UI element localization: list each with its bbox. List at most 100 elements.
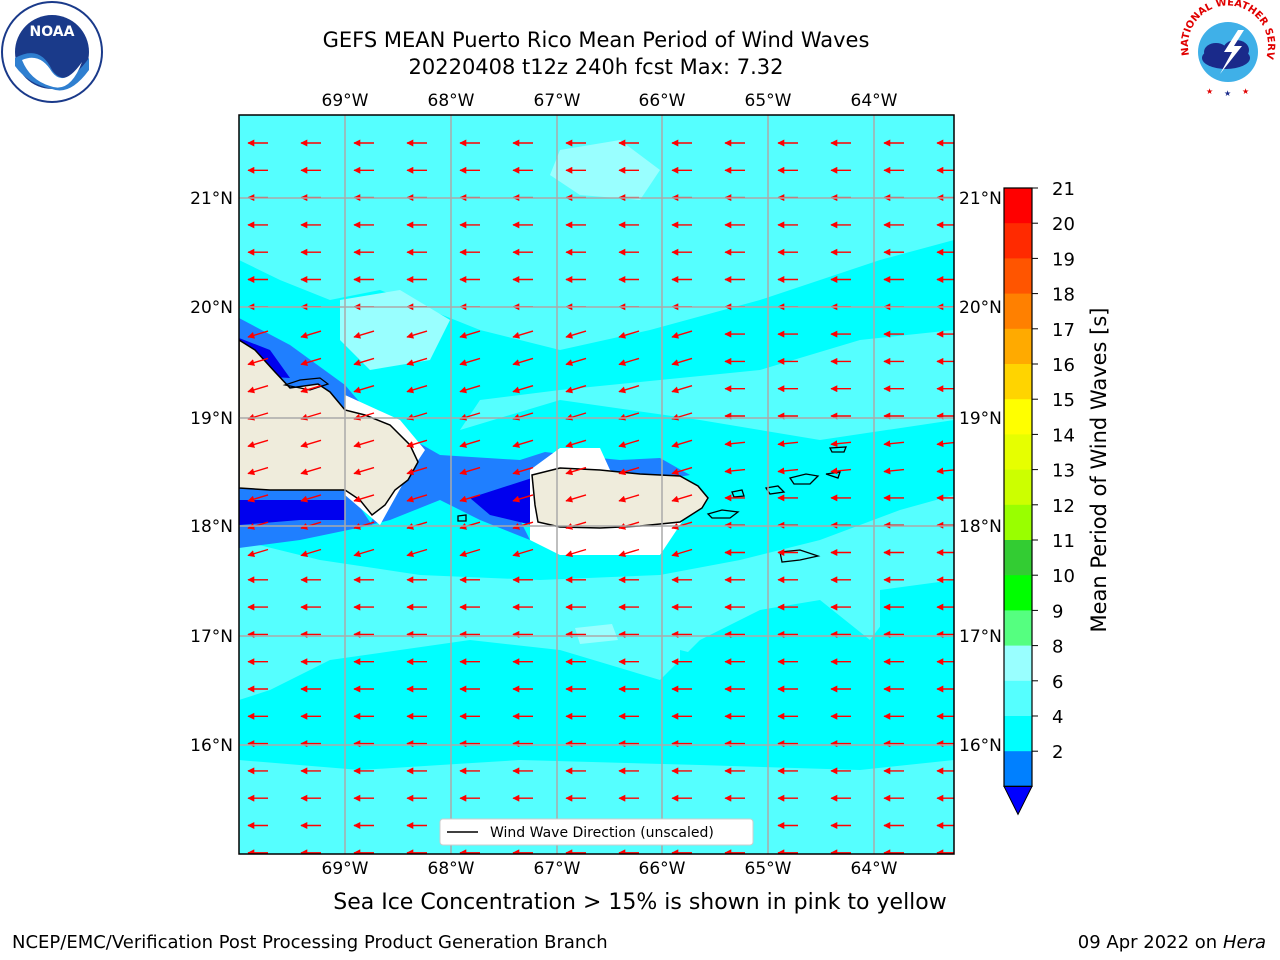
- wave-direction-arrow: [618, 385, 640, 394]
- colorbar-tick-label: 9: [1052, 601, 1063, 622]
- colorbar-segment: [1004, 364, 1032, 400]
- wave-direction-arrow: [353, 521, 375, 530]
- wave-direction-arrow: [247, 439, 269, 448]
- land-virgin-islands: [457, 446, 847, 563]
- lat-label-right: 16°N: [959, 736, 1002, 756]
- lon-label-top: 67°W: [534, 91, 581, 111]
- wave-direction-arrow: [618, 330, 640, 339]
- wave-direction-arrow: [777, 467, 799, 475]
- wave-direction-arrow: [618, 439, 640, 448]
- wave-direction-arrow: [406, 330, 428, 339]
- colorbar-segment: [1004, 434, 1032, 471]
- wave-direction-arrow: [565, 385, 587, 394]
- wave-direction-arrow: [353, 357, 375, 366]
- svg-text:NOAA: NOAA: [30, 24, 75, 40]
- lat-label-right: 19°N: [959, 409, 1002, 429]
- wave-direction-arrow: [459, 439, 481, 448]
- wave-direction-arrow: [406, 466, 428, 476]
- wave-direction-arrow: [406, 439, 428, 448]
- wave-period-band-8-9: [340, 140, 660, 644]
- wave-direction-arrow: [459, 357, 481, 366]
- wave-direction-arrow: [353, 330, 375, 339]
- wave-direction-arrow: [300, 439, 322, 448]
- wave-direction-arrow: [247, 385, 269, 394]
- lon-label-top: 66°W: [639, 91, 686, 111]
- wave-direction-arrow: [777, 440, 799, 448]
- wave-direction-arrow: [459, 521, 481, 530]
- wave-direction-arrow: [512, 330, 534, 339]
- footer-credit: NCEP/EMC/Verification Post Processing Pr…: [12, 932, 608, 953]
- colorbar-segment: [1004, 293, 1032, 330]
- wave-direction-arrow: [300, 494, 322, 503]
- colorbar: 21 20 19 18 17 16 15 14 13 12 11 10 9 8 6 4 2: [1003, 179, 1075, 816]
- colorbar-tick-label: 14: [1052, 425, 1075, 446]
- wave-direction-arrow: [618, 548, 640, 558]
- wave-direction-arrow: [565, 548, 587, 558]
- wave-direction-arrow: [724, 467, 746, 475]
- wave-direction-arrow: [671, 385, 693, 394]
- colorbar-tick-label: 20: [1052, 214, 1075, 235]
- wave-period-band-6-8: [239, 115, 954, 854]
- wave-direction-arrow: [459, 548, 481, 558]
- wave-direction-arrow: [459, 494, 481, 503]
- colorbar-tick-label: 12: [1052, 496, 1075, 517]
- wave-direction-arrow: [300, 330, 322, 339]
- colorbar-tick-label: 11: [1052, 531, 1075, 552]
- wave-direction-arrow: [247, 548, 269, 558]
- wave-direction-arrow: [671, 548, 693, 558]
- wave-direction-arrow: [830, 467, 852, 475]
- graticule: [239, 115, 954, 854]
- wave-direction-arrow: [565, 330, 587, 339]
- colorbar-tick-label: 16: [1052, 355, 1075, 376]
- lat-label-left: 17°N: [190, 627, 233, 647]
- wave-direction-arrow: [618, 494, 640, 503]
- wave-direction-arrow: [300, 466, 322, 476]
- colorbar-tick-label: 17: [1052, 320, 1075, 341]
- lat-label-left: 20°N: [190, 298, 233, 318]
- lon-label-bottom: 67°W: [534, 859, 581, 879]
- colorbar-segment: [1004, 223, 1032, 259]
- wave-direction-arrow: [300, 521, 322, 530]
- wave-direction-arrow: [512, 548, 534, 558]
- colorbar-tick-label: 10: [1052, 566, 1075, 587]
- wave-direction-arrow: [565, 357, 587, 366]
- wave-direction-arrow: [671, 466, 693, 476]
- wave-direction-arrow: [459, 385, 481, 394]
- wave-direction-arrow: [671, 521, 693, 530]
- wave-direction-arrow: [724, 440, 746, 448]
- colorbar-tick-label: 4: [1052, 707, 1063, 728]
- footer-date-text: 09 Apr 2022 on: [1077, 932, 1223, 953]
- noaa-logo-icon: NOAA: [1, 1, 103, 103]
- colorbar-tick-label: 18: [1052, 285, 1075, 306]
- lat-label-left: 18°N: [190, 517, 233, 537]
- wave-direction-arrow: [353, 385, 375, 394]
- sea-ice-note: Sea Ice Concentration > 15% is shown in …: [333, 890, 947, 915]
- colorbar-segment: [1004, 716, 1032, 752]
- wave-direction-arrow: [406, 385, 428, 394]
- wave-direction-arrow: [247, 330, 269, 339]
- colorbar-tick-label: 2: [1052, 742, 1063, 763]
- wave-direction-arrow: [247, 357, 269, 366]
- colorbar-segment: [1004, 469, 1032, 506]
- wave-direction-arrow: [353, 439, 375, 448]
- wave-direction-arrow: [830, 440, 852, 448]
- lat-label-left: 19°N: [190, 409, 233, 429]
- colorbar-segment: [1004, 610, 1032, 647]
- lat-label-right: 18°N: [959, 517, 1002, 537]
- colorbar-segment: [1004, 680, 1032, 717]
- lon-label-bottom: 65°W: [745, 859, 792, 879]
- wave-direction-arrow: [406, 357, 428, 366]
- wave-direction-arrow: [671, 494, 693, 503]
- colorbar-segment: [1004, 188, 1032, 224]
- wave-direction-arrow: [618, 357, 640, 366]
- chart-title-line1: GEFS MEAN Puerto Rico Mean Period of Win…: [322, 28, 870, 52]
- colorbar-tick-label: 21: [1052, 179, 1075, 200]
- lon-label-top: 68°W: [428, 91, 475, 111]
- wave-direction-arrow: [353, 466, 375, 476]
- footer-date: 09 Apr 2022 on Hera: [1078, 932, 1266, 953]
- wave-direction-arrow: [883, 467, 905, 475]
- nws-logo-icon: NATIONAL WEATHER SERVICE ★ ★ ★: [1176, 0, 1276, 98]
- chart-title-line2: 20220408 t12z 240h fcst Max: 7.32: [408, 55, 784, 79]
- wave-direction-arrow: [512, 385, 534, 394]
- wave-direction-arrow: [300, 385, 322, 394]
